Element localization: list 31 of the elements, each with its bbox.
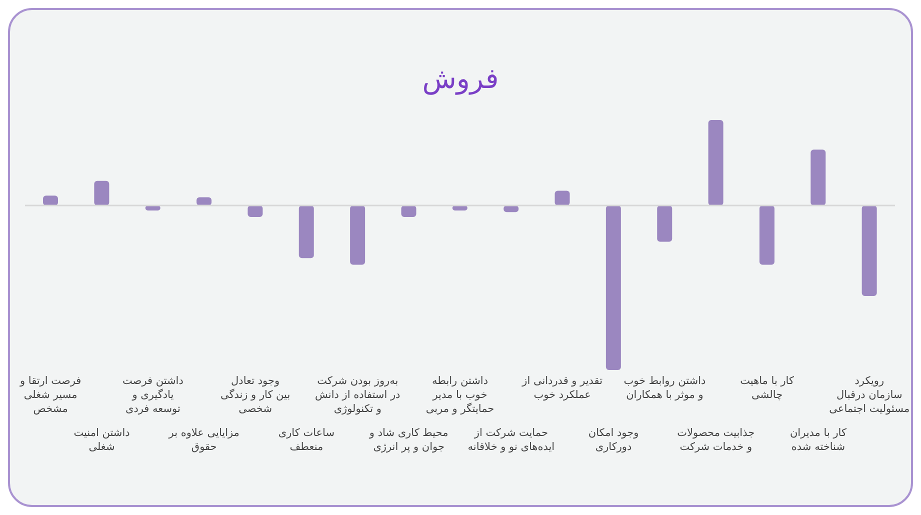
bar (43, 196, 58, 206)
x-tick-label: داشتن رابطه خوب با مدیر حمایتگر و مربی (426, 375, 494, 415)
bar (862, 206, 877, 296)
bar (94, 180, 110, 206)
chart-title: فروش (421, 62, 500, 95)
x-tick-label: مزایایی علاوه بر حقوق (168, 427, 240, 453)
bar (657, 206, 672, 242)
bar (401, 206, 416, 218)
x-tick-label: محیط کاری شاد و جوان و پر انرژی (368, 427, 448, 453)
bar (708, 120, 724, 206)
bar (554, 190, 570, 206)
x-tick-label: فرصت ارتقا و مسیر شغلی مشخص (18, 375, 82, 415)
x-tick-label: به‌روز بودن شرکت در استفاده از دانش و تکنولوژی (315, 375, 401, 415)
x-tick-label: وجود تعادل بین کار و زندگی شخصی (220, 375, 290, 415)
bar (759, 206, 774, 265)
bar (606, 206, 621, 370)
x-tick-label: کار با ماهیت چالشی (740, 375, 794, 401)
x-tick-label: داشتن فرصت یادگیری و توسعه فردی (122, 375, 184, 415)
x-tick-label: ساعات کاری منعطف (278, 427, 335, 453)
x-tick-label: رویکرد سازمان درقبال مسئولیت اجتماعی (829, 375, 910, 415)
x-tick-label: تقدیر و قدردانی از عملکرد خوب (521, 375, 603, 401)
x-tick-label: داشتن روابط خوب و موثر با همکاران (624, 375, 706, 401)
bar (810, 150, 826, 206)
bar (298, 206, 314, 258)
x-tick-label: داشتن امنیت شغلی (74, 427, 130, 453)
x-tick-label: وجود امکان دورکاری (588, 427, 639, 453)
x-tick-label: کار با مدیران شناخته شده (790, 427, 847, 453)
bar (248, 206, 263, 218)
x-tick-label: حمایت شرکت از ایده‌های نو و خلاقانه (468, 427, 555, 453)
x-tick-label: جذابیت محصولات و خدمات شرکت (677, 427, 755, 453)
bar (350, 206, 366, 265)
